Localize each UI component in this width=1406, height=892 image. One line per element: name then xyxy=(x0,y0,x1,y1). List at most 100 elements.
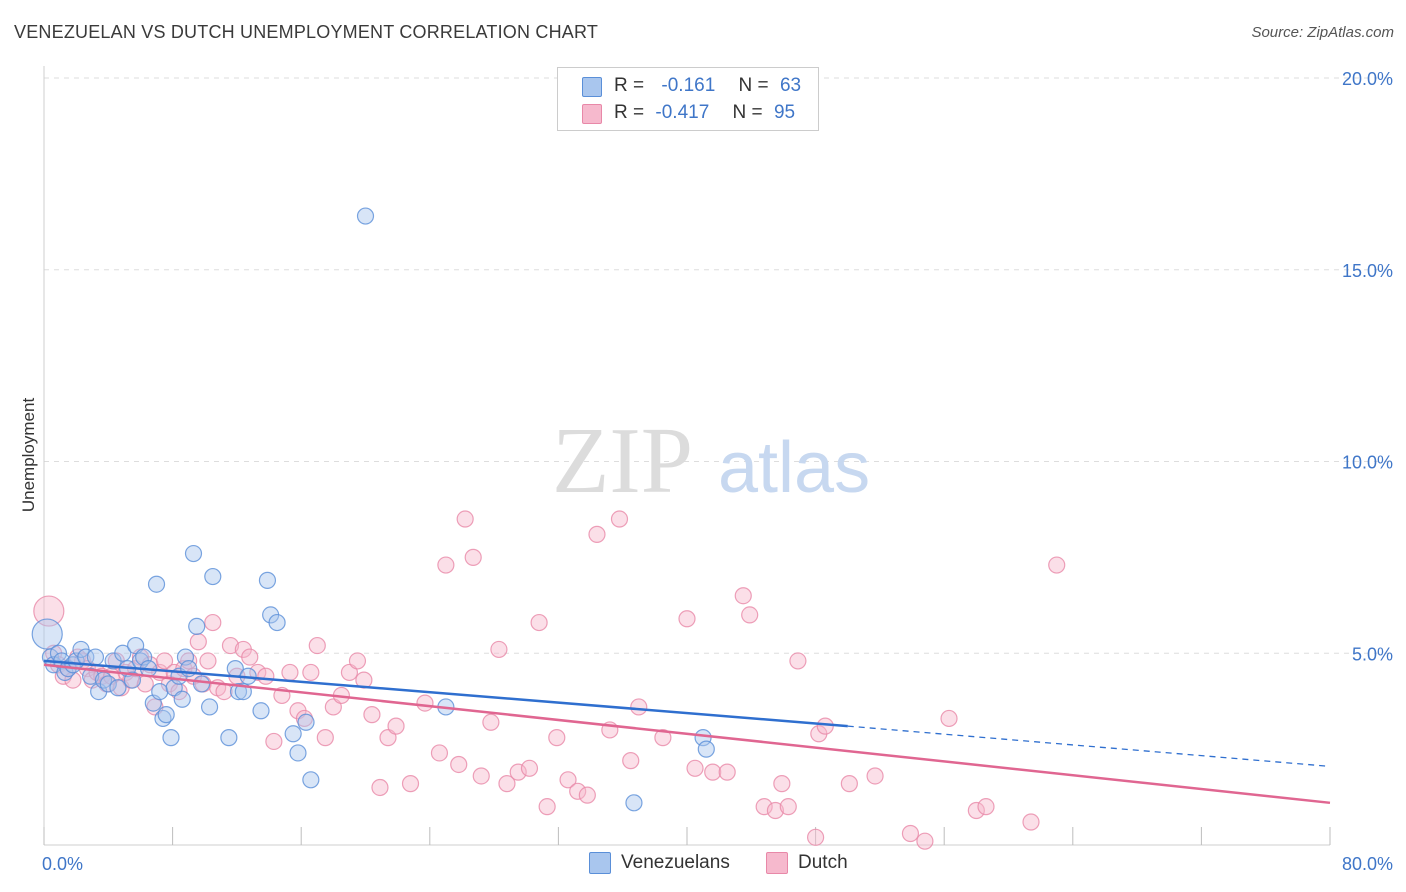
dutch-point xyxy=(430,744,449,762)
venezuelans-legend-swatch xyxy=(589,852,611,874)
dutch-point xyxy=(840,775,858,793)
dutch-point xyxy=(538,798,556,816)
legend-item-venezuelans[interactable]: Venezuelans xyxy=(589,852,730,874)
legend-r-value: -0.417 xyxy=(655,102,710,123)
dutch-point xyxy=(1048,556,1066,574)
dutch-point xyxy=(437,556,455,574)
dutch-point xyxy=(559,771,577,789)
dutch-point xyxy=(866,767,884,785)
dutch-point xyxy=(265,732,283,751)
venezuelan-point xyxy=(31,618,63,650)
dutch-point xyxy=(199,652,217,670)
y-tick-labels: 5.0% 10.0% 15.0% 20.0% xyxy=(1342,69,1393,664)
legend-r-label: R = xyxy=(614,75,645,96)
x-tick-label: 80.0% xyxy=(1342,854,1393,874)
dutch-point xyxy=(189,633,207,651)
dutch-point xyxy=(622,752,640,770)
venezuelan-point xyxy=(284,725,302,743)
dutch-point xyxy=(401,775,420,793)
dutch-point xyxy=(281,663,299,682)
dutch-point xyxy=(204,613,222,632)
dutch-point xyxy=(450,755,468,774)
venezuelan-point xyxy=(204,567,222,586)
venezuelan-point xyxy=(625,794,643,812)
venezuelan-point xyxy=(151,682,169,701)
dutch-point xyxy=(773,775,791,793)
dutch-point xyxy=(387,717,405,735)
dutch-point xyxy=(221,636,240,655)
dutch-point xyxy=(348,652,367,670)
dutch-point xyxy=(241,648,259,666)
venezuelan-point xyxy=(109,679,127,697)
source-label: Source: ZipAtlas.com xyxy=(1251,24,1394,41)
venezuelan-point xyxy=(99,675,117,693)
axes xyxy=(43,66,1331,846)
dutch-point xyxy=(498,775,516,793)
dutch-point xyxy=(610,510,629,528)
dutch-point xyxy=(548,729,566,747)
dutch-point xyxy=(472,767,490,785)
venezuelans-swatch xyxy=(582,77,602,97)
dutch-point xyxy=(967,801,985,820)
legend-item-label: Dutch xyxy=(798,852,848,873)
gridlines xyxy=(44,77,1392,654)
venezuelan-point xyxy=(297,713,315,731)
dutch-point xyxy=(718,763,736,781)
legend-n-value: 95 xyxy=(773,102,796,123)
x-tick-label: 0.0% xyxy=(42,854,83,874)
venezuelan-point xyxy=(184,544,203,563)
dutch-point xyxy=(33,595,65,627)
dutch-point xyxy=(766,801,785,820)
dutch-point xyxy=(678,610,696,628)
venezuelan-point xyxy=(173,690,191,708)
dutch-swatch xyxy=(582,104,602,124)
venezuelan-points xyxy=(31,207,715,812)
watermark-zip: ZIP xyxy=(552,409,693,513)
venezuelan-point xyxy=(258,571,277,589)
dutch-legend-swatch xyxy=(766,852,788,874)
dutch-point xyxy=(257,667,275,685)
venezuelan-point xyxy=(356,207,375,225)
y-tick-label: 5.0% xyxy=(1352,644,1393,664)
venezuelan-point xyxy=(157,706,175,724)
venezuelan-point xyxy=(268,613,286,632)
legend-n-label: N = xyxy=(738,75,769,96)
dutch-point xyxy=(308,636,326,655)
dutch-point xyxy=(588,525,606,543)
dutch-point xyxy=(755,798,773,816)
legend-item-dutch[interactable]: Dutch xyxy=(766,852,848,874)
legend-r-value: -0.161 xyxy=(661,75,716,96)
venezuelan-point xyxy=(162,729,180,747)
legend-row-dutch: R = -0.417 N = 95 xyxy=(582,100,796,126)
dutch-point xyxy=(806,828,825,846)
dutch-point xyxy=(901,824,920,843)
venezuelan-point xyxy=(147,575,166,593)
dutch-point xyxy=(316,729,334,747)
dutch-point xyxy=(482,713,500,731)
venezuelan-point xyxy=(82,667,100,685)
venezuelan-point xyxy=(697,740,715,758)
chart-title: VENEZUELAN VS DUTCH UNEMPLOYMENT CORRELA… xyxy=(14,22,599,42)
venezuelan-point xyxy=(200,698,219,716)
correlation-legend: R = -0.161 N = 63 R = -0.417 N = 95 xyxy=(557,67,819,131)
dutch-point xyxy=(456,510,474,528)
dutch-point xyxy=(578,786,596,804)
dutch-point xyxy=(779,798,797,816)
dutch-point xyxy=(249,663,267,682)
dutch-point xyxy=(789,652,807,670)
dutch-point xyxy=(1022,813,1040,831)
dutch-point xyxy=(977,798,995,816)
dutch-point xyxy=(520,759,539,777)
legend-item-label: Venezuelans xyxy=(621,852,730,873)
legend-n-value: 63 xyxy=(779,75,802,96)
watermark-atlas: atlas xyxy=(718,428,870,508)
venezuelan-point xyxy=(114,644,132,662)
legend-n-label: N = xyxy=(732,102,763,123)
trend-lines xyxy=(43,659,1331,805)
venezuelan-point xyxy=(188,617,206,636)
venezuelan-point xyxy=(192,675,211,693)
series-legend: Venezuelans Dutch xyxy=(0,852,1406,878)
dutch-point xyxy=(215,682,233,701)
dutch-point xyxy=(654,729,672,747)
